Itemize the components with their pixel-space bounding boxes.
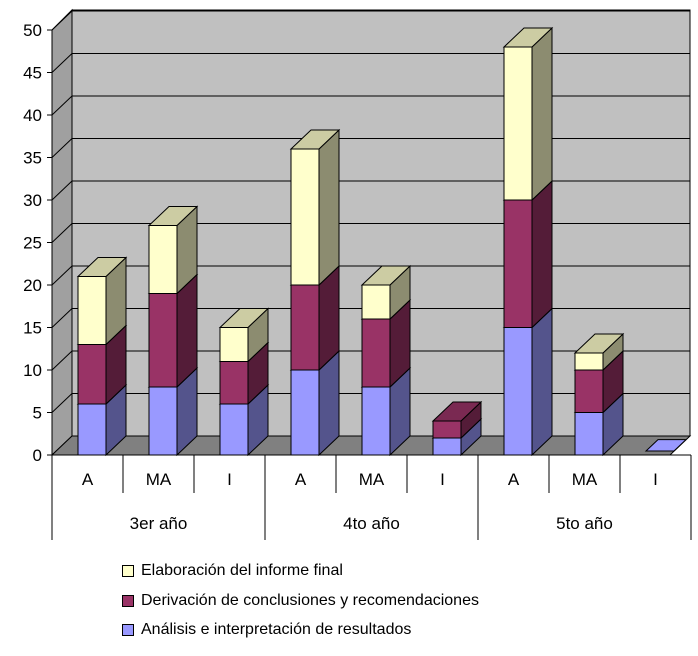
gridline-side (51, 95, 73, 116)
bar-top (76, 257, 128, 277)
legend-swatch-conclusiones (122, 594, 134, 607)
gridline-side (51, 308, 73, 328)
gridline-side (51, 393, 73, 413)
bar-front (503, 46, 533, 201)
legend-label-informe: Elaboración del informe final (141, 562, 343, 579)
y-tick-label: 45 (23, 64, 42, 83)
bar-segment (147, 205, 199, 295)
bar-segment (76, 256, 128, 346)
legend-swatch-analisis (122, 624, 134, 636)
bar-front (503, 199, 533, 328)
bar-front (148, 386, 178, 456)
bar-front (77, 403, 107, 456)
bar-front (361, 284, 391, 320)
bar-front (219, 361, 249, 405)
bar-top (147, 206, 199, 226)
bar-side (531, 26, 553, 202)
legend-label-analisis: Análisis e interpretación de resultados (141, 621, 412, 638)
bar-front (432, 420, 462, 439)
bar-front (77, 344, 107, 405)
legend: Elaboración del informe final Derivación… (122, 562, 479, 651)
bar-front (219, 403, 249, 456)
y-tick-label: 35 (23, 149, 42, 168)
x-category-label: A (295, 470, 307, 489)
bars (76, 26, 688, 457)
bar-side (531, 179, 553, 329)
gridline-side (51, 138, 73, 158)
bar-segment (431, 400, 483, 440)
bar-front (361, 318, 391, 388)
bar-top (431, 401, 483, 422)
y-tick-label: 20 (23, 276, 42, 295)
bar-segment (502, 179, 554, 329)
bar-front (574, 412, 604, 456)
x-category-label: A (508, 470, 520, 489)
legend-item-analisis: Análisis e interpretación de resultados (122, 621, 479, 639)
x-category-label: I (227, 470, 232, 489)
bar-front (77, 276, 107, 345)
bar-front (290, 369, 320, 456)
bar-top (360, 265, 412, 286)
gridline-side (51, 350, 73, 371)
bar-top (502, 27, 554, 48)
y-tick-label: 5 (33, 404, 42, 423)
y-tick-label: 0 (33, 446, 42, 465)
y-tick-label: 15 (23, 319, 42, 338)
bar-segment (502, 307, 554, 457)
bar-segment (289, 128, 341, 287)
legend-swatch-informe (122, 565, 134, 577)
bar-front (503, 327, 533, 456)
bar-segment (218, 307, 270, 363)
x-category-label: MA (359, 470, 385, 489)
gridline-side (51, 53, 73, 73)
gridline-side (51, 223, 73, 243)
bar-side (176, 273, 198, 389)
gridline-side (51, 265, 73, 286)
x-category-label: I (440, 470, 445, 489)
x-category-label: I (653, 470, 658, 489)
bar-front (361, 386, 391, 456)
legend-item-conclusiones: Derivación de conclusiones y recomendaci… (122, 592, 479, 610)
bar-top (218, 308, 270, 328)
x-category-label: MA (572, 470, 598, 489)
legend-item-informe: Elaboración del informe final (122, 562, 479, 580)
bar-front (290, 148, 320, 286)
x-group-label: 3er año (130, 514, 188, 533)
y-tick-label: 50 (23, 21, 42, 40)
bar-segment (360, 264, 412, 321)
bar-top (289, 129, 341, 150)
bar-front (148, 293, 178, 388)
y-tick-label: 30 (23, 191, 42, 210)
x-category-label: MA (146, 470, 172, 489)
bar-side (318, 128, 340, 287)
y-tick-label: 10 (23, 361, 42, 380)
bar-segment-empty (644, 439, 688, 452)
bar-front (148, 225, 178, 294)
y-axis: 0 5 10 15 20 25 30 35 40 45 50 (23, 21, 53, 465)
y-tick-label: 40 (23, 106, 42, 125)
bar-front (219, 327, 249, 362)
gridline-side (51, 10, 73, 31)
bar-front (432, 437, 462, 456)
bar-segment (502, 26, 554, 202)
bar-front (290, 284, 320, 371)
bar-front (574, 352, 604, 371)
gridline-side (51, 180, 73, 201)
legend-label-conclusiones: Derivación de conclusiones y recomendaci… (141, 591, 479, 609)
bar-top (573, 333, 625, 354)
y-tick-label: 25 (23, 234, 42, 253)
bar-front (574, 369, 604, 413)
x-axis: A MA I A MA I A MA I 3er año 4to año 5to año (51, 454, 692, 540)
bar-segment (573, 332, 625, 372)
bar-side (531, 307, 553, 457)
x-category-label: A (82, 470, 94, 489)
x-group-label: 5to año (556, 514, 613, 533)
x-group-label: 4to año (343, 514, 400, 533)
